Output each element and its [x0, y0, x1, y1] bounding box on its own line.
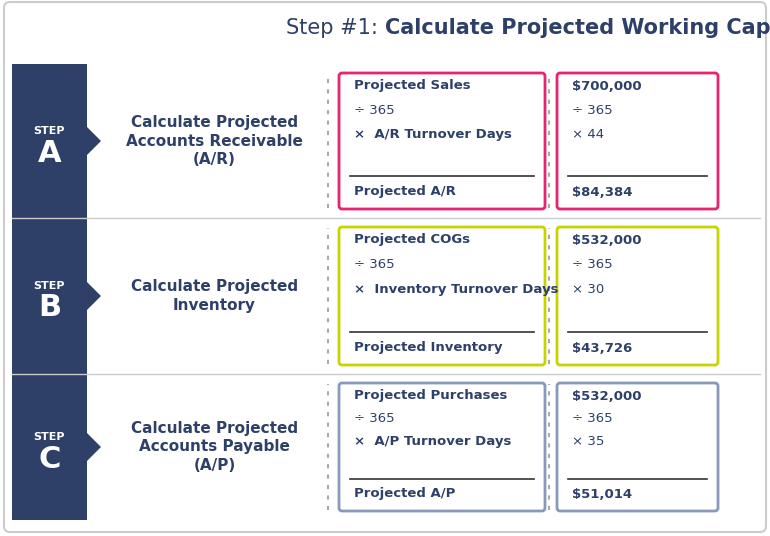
- Text: STEP: STEP: [34, 126, 65, 136]
- Text: × 35: × 35: [572, 435, 604, 448]
- FancyBboxPatch shape: [339, 73, 545, 209]
- Text: (A/P): (A/P): [193, 458, 236, 473]
- Text: $532,000: $532,000: [572, 390, 641, 403]
- Bar: [12, 218, 87, 374]
- Text: ÷ 365: ÷ 365: [572, 258, 613, 271]
- Text: ×  A/P Turnover Days: × A/P Turnover Days: [354, 435, 511, 448]
- Text: $700,000: $700,000: [572, 79, 641, 93]
- Text: B: B: [38, 294, 61, 323]
- FancyBboxPatch shape: [339, 383, 545, 511]
- FancyBboxPatch shape: [339, 227, 545, 365]
- FancyBboxPatch shape: [557, 227, 718, 365]
- Text: C: C: [38, 444, 61, 473]
- Bar: [12, 374, 87, 520]
- Text: ÷ 365: ÷ 365: [572, 412, 613, 425]
- Text: Calculate Projected: Calculate Projected: [131, 279, 298, 294]
- Text: Projected Sales: Projected Sales: [354, 79, 470, 93]
- Text: ÷ 365: ÷ 365: [354, 412, 394, 425]
- FancyBboxPatch shape: [557, 73, 718, 209]
- Text: $532,000: $532,000: [572, 234, 641, 247]
- Text: ×  Inventory Turnover Days: × Inventory Turnover Days: [354, 284, 558, 296]
- Text: ×  A/R Turnover Days: × A/R Turnover Days: [354, 129, 512, 142]
- Text: Projected A/P: Projected A/P: [354, 488, 455, 501]
- Text: Inventory: Inventory: [173, 298, 256, 313]
- Text: STEP: STEP: [34, 281, 65, 291]
- Text: Projected COGs: Projected COGs: [354, 234, 470, 247]
- Text: Calculate Projected: Calculate Projected: [131, 421, 298, 435]
- FancyBboxPatch shape: [557, 383, 718, 511]
- Text: $51,014: $51,014: [572, 488, 632, 501]
- Text: $84,384: $84,384: [572, 185, 632, 198]
- Text: ÷ 365: ÷ 365: [572, 104, 613, 117]
- Text: Projected Inventory: Projected Inventory: [354, 341, 503, 354]
- Text: Projected A/R: Projected A/R: [354, 185, 456, 198]
- Text: Accounts Payable: Accounts Payable: [139, 440, 290, 455]
- Polygon shape: [87, 433, 101, 461]
- Text: Step #1:: Step #1:: [286, 18, 385, 38]
- Text: Calculate Projected: Calculate Projected: [131, 115, 298, 130]
- Text: STEP: STEP: [34, 432, 65, 442]
- Text: A: A: [38, 138, 62, 167]
- Text: (A/R): (A/R): [193, 153, 236, 167]
- Text: $43,726: $43,726: [572, 341, 632, 354]
- Text: × 44: × 44: [572, 129, 604, 142]
- Text: × 30: × 30: [572, 284, 604, 296]
- FancyBboxPatch shape: [4, 2, 766, 532]
- Text: ÷ 365: ÷ 365: [354, 258, 394, 271]
- Text: ÷ 365: ÷ 365: [354, 104, 394, 117]
- Bar: [12, 64, 87, 218]
- Text: Projected Purchases: Projected Purchases: [354, 390, 507, 403]
- Polygon shape: [87, 282, 101, 310]
- Text: Calculate Projected Working Capital: Calculate Projected Working Capital: [385, 18, 770, 38]
- Text: Accounts Receivable: Accounts Receivable: [126, 133, 303, 148]
- Polygon shape: [87, 127, 101, 155]
